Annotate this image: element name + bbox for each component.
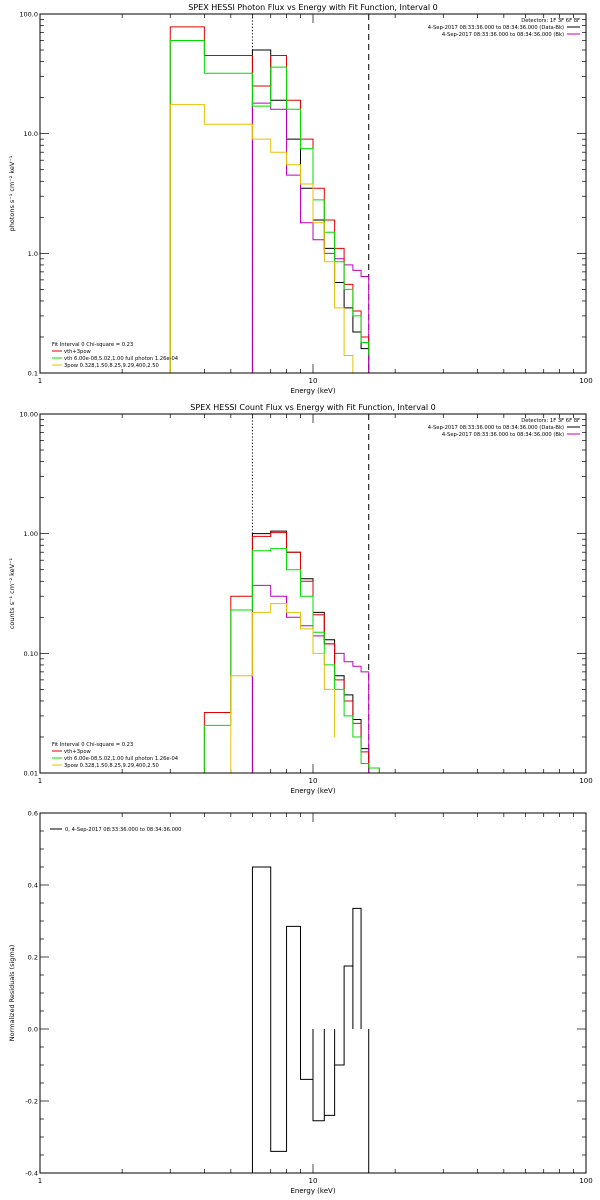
count-legend-tr-entry: 4-Sep-2017 08:33:36.000 to 08:34:36.000 … — [442, 432, 564, 438]
photon-series-1 — [251, 102, 370, 373]
count-ytick-label: 0.01 — [24, 770, 38, 778]
resid-xtick-label: 10 — [309, 1177, 318, 1185]
photon-ytick-label: 0.1 — [28, 370, 38, 378]
photon-ytick-label: 1.0 — [28, 250, 38, 258]
resid-ytick-label: 0.2 — [28, 954, 38, 962]
count-ytick-label: 0.10 — [24, 650, 38, 658]
count-legend-bl-entry: Fit Interval 0 Chi-square = 0.23 — [52, 742, 133, 748]
photon-ytick-label: 10.0 — [24, 130, 38, 138]
resid-xtick-label: 100 — [579, 1177, 592, 1185]
photon-xtick-label: 1 — [38, 377, 42, 385]
count-series-1 — [251, 584, 370, 773]
photon-xtick-label: 100 — [579, 377, 592, 385]
resid-ytick-label: -0.4 — [25, 1170, 38, 1178]
count-legend-tr-entry: Detectors: 1F 3F 6F 8F — [521, 418, 580, 424]
count-xtick-label: 10 — [309, 777, 318, 785]
count-plot-frame — [39, 413, 587, 774]
count-ylabel: counts s⁻¹ cm⁻² keV⁻¹ — [8, 557, 16, 629]
photon-legend-bl-entry: 3pow 0.328,1.50,8.25,9.29,400,2.50 — [64, 363, 159, 369]
photon-xlabel: Energy (keV) — [290, 387, 335, 395]
resid-xlabel: Energy (keV) — [290, 1187, 335, 1195]
count-title: SPEX HESSI Count Flux vs Energy with Fit… — [190, 403, 435, 412]
count-xtick-label: 100 — [579, 777, 592, 785]
resid-legend-tl-entry: 0, 4-Sep-2017 08:33:36.000 to 08:34:36.0… — [65, 827, 181, 833]
count-xlabel: Energy (keV) — [290, 787, 335, 795]
photon-series-0 — [251, 49, 370, 373]
resid-series-0 — [251, 866, 370, 1173]
count-xtick-label: 1 — [38, 777, 42, 785]
count-legend-bl-entry: vth 6.00e-08,5.02,1.00 full photon 1.26e… — [64, 756, 179, 762]
photon-series-2 — [169, 26, 370, 373]
count-series-4 — [230, 603, 336, 773]
count-ytick-label: 1.00 — [24, 530, 38, 538]
resid-chart: 1 10 100 -0.4 -0.2 0.0 0.2 0.4 0.6 Energy (keV) No… — [8, 810, 593, 1196]
resid-series-group — [251, 866, 370, 1173]
photon-legend-tr-entry: 4-Sep-2017 08:33:36.000 to 08:34:36.000 … — [442, 32, 564, 38]
photon-series-3 — [169, 40, 370, 373]
photon-ytick-label: 100.0 — [19, 11, 38, 19]
resid-plot-frame — [39, 812, 587, 1174]
photon-legend-bl-entry: vth 6.00e-08,5.02,1.00 full photon 1.26e… — [64, 356, 179, 362]
photon-legend-bl-entry: Fit Interval 0 Chi-square = 0.23 — [52, 342, 133, 348]
count-series-0 — [251, 530, 370, 773]
photon-legend-bl-entry: vth+3pow — [64, 349, 92, 355]
count-chart: SPEX HESSI Count Flux vs Energy with Fit… — [8, 403, 593, 795]
photon-series-group — [169, 26, 370, 373]
resid-xtick-label: 1 — [38, 1177, 42, 1185]
count-legend-bl-entry: vth+3pow — [64, 749, 92, 755]
count-ytick-label: 10.00 — [19, 411, 38, 419]
resid-ytick-label: 0.4 — [28, 882, 38, 890]
photon-xtick-label: 10 — [309, 377, 318, 385]
count-series-3 — [203, 548, 380, 773]
photon-legend-tr-entry: Detectors: 1F 3F 6F 8F — [521, 18, 580, 24]
resid-ytick-label: 0.0 — [28, 1026, 38, 1034]
photon-plot-frame — [39, 13, 587, 374]
count-legend-bl-entry: 3pow 0.328,1.50,8.25,9.29,400,2.50 — [64, 763, 159, 769]
resid-ytick-label: -0.2 — [25, 1098, 38, 1106]
resid-ylabel: Normalized Residuals (sigma) — [8, 945, 16, 1042]
photon-ylabel: photons s⁻¹ cm⁻² keV⁻¹ — [8, 155, 16, 231]
resid-ytick-label: 0.6 — [28, 810, 38, 818]
photon-series-4 — [169, 104, 354, 373]
photon-chart: SPEX HESSI Photon Flux vs Energy with Fi… — [8, 3, 593, 395]
photon-legend-tr-entry: 4-Sep-2017 08:33:36.000 to 08:34:36.000 … — [428, 25, 564, 31]
photon-title: SPEX HESSI Photon Flux vs Energy with Fi… — [188, 3, 438, 12]
count-series-group — [203, 530, 380, 773]
count-legend-tr-entry: 4-Sep-2017 08:33:36.000 to 08:34:36.000 … — [428, 425, 564, 431]
